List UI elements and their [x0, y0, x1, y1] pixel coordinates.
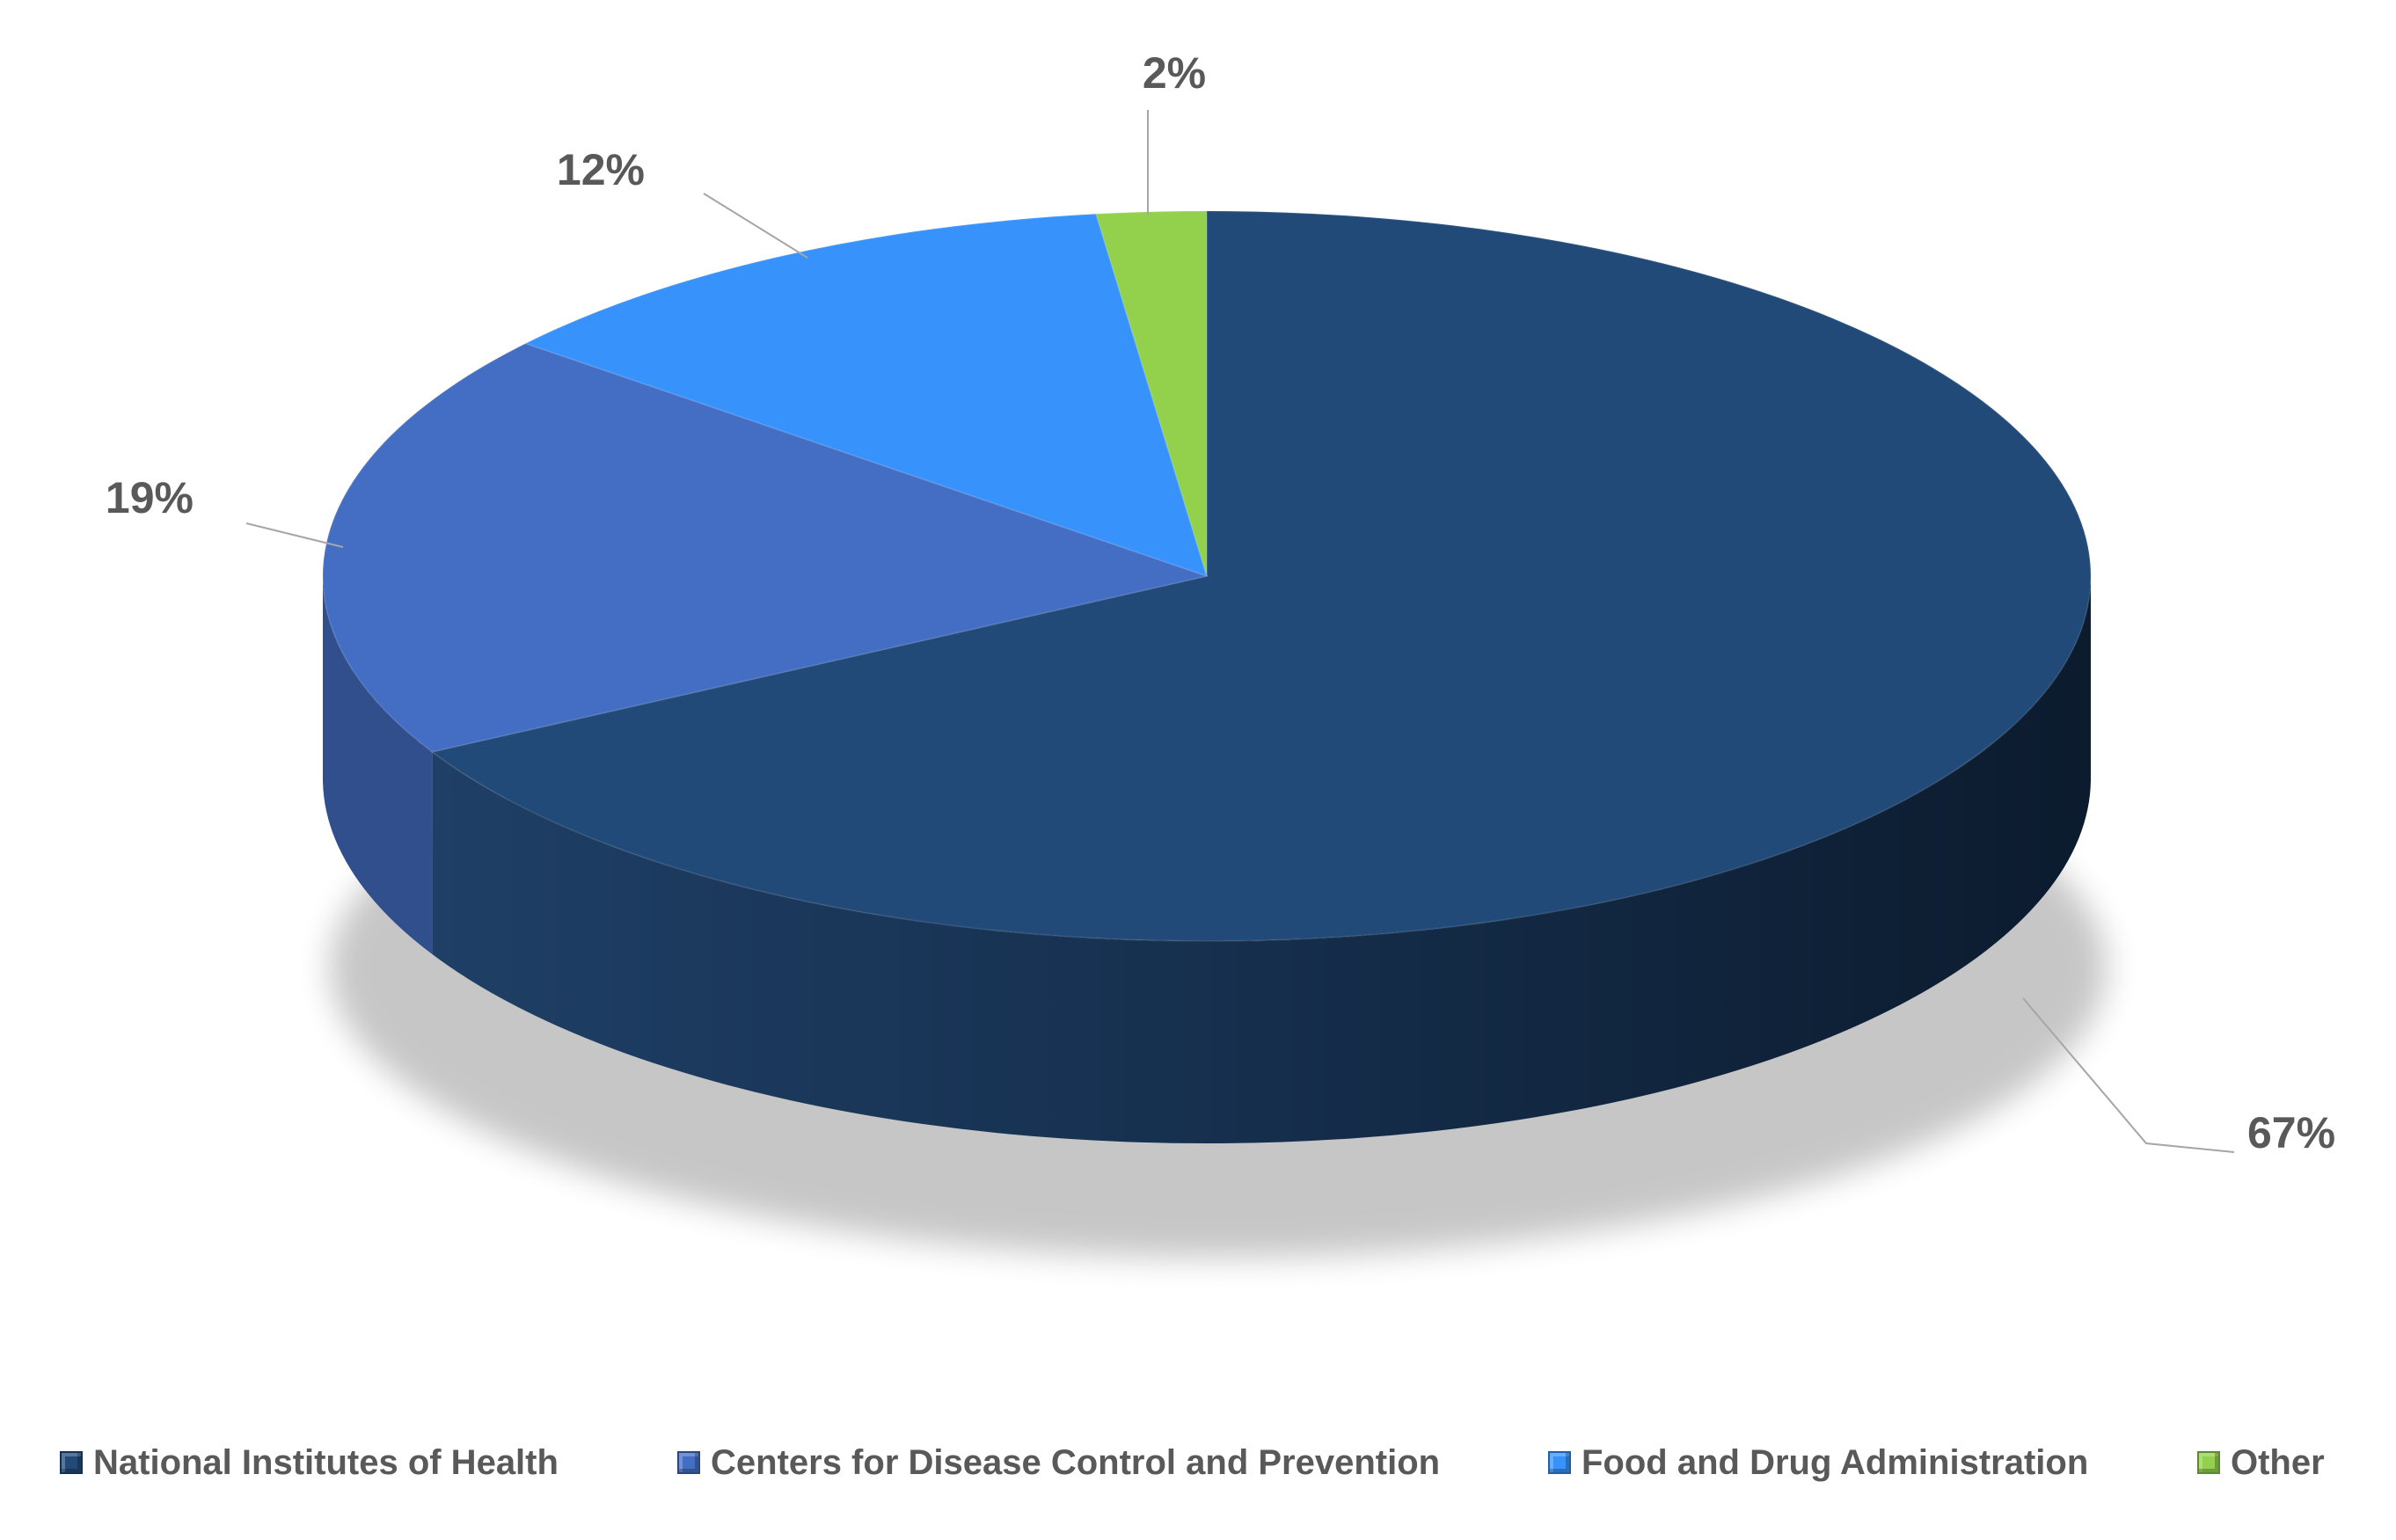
pie-side-walls	[323, 576, 2092, 1143]
leader-line-0	[2022, 997, 2235, 1153]
leader-lines	[245, 110, 2235, 1153]
data-label-2: 12%	[557, 145, 645, 194]
slice-food-and-drug-administration	[523, 213, 1209, 578]
slice-side-1	[323, 576, 433, 954]
data-label-1: 19%	[106, 473, 194, 522]
leader-line-2	[703, 193, 808, 259]
legend-label: National Institutes of Health	[93, 1442, 559, 1482]
slice-side-0	[432, 576, 2092, 1143]
legend-item: Centers for Disease Control and Preventi…	[677, 1432, 1440, 1493]
legend-swatch	[60, 1451, 83, 1474]
legend-item: Food and Drug Administration	[1548, 1432, 2088, 1493]
legend-swatch	[677, 1451, 700, 1474]
legend: National Institutes of Health Centers for…	[0, 1432, 2396, 1493]
legend-label: Other	[2231, 1442, 2325, 1482]
legend-label: Food and Drug Administration	[1582, 1442, 2089, 1482]
legend-item: National Institutes of Health	[60, 1432, 559, 1493]
legend-item: Other	[2197, 1432, 2325, 1493]
data-label-3: 2%	[1143, 48, 1206, 98]
legend-swatch	[1548, 1451, 1571, 1474]
slice-other	[1094, 209, 1208, 577]
data-labels: 67% 19% 12% 2%	[106, 48, 2335, 1157]
pie-slices	[322, 209, 2092, 942]
legend-label: Centers for Disease Control and Preventi…	[711, 1442, 1441, 1482]
legend-swatch	[2197, 1451, 2220, 1474]
leader-line-1	[245, 522, 344, 548]
slice-centers-for-disease-control-and-prevention	[322, 342, 1210, 754]
slice-national-institutes-of-health	[429, 209, 2092, 942]
data-label-0: 67%	[2247, 1108, 2335, 1157]
